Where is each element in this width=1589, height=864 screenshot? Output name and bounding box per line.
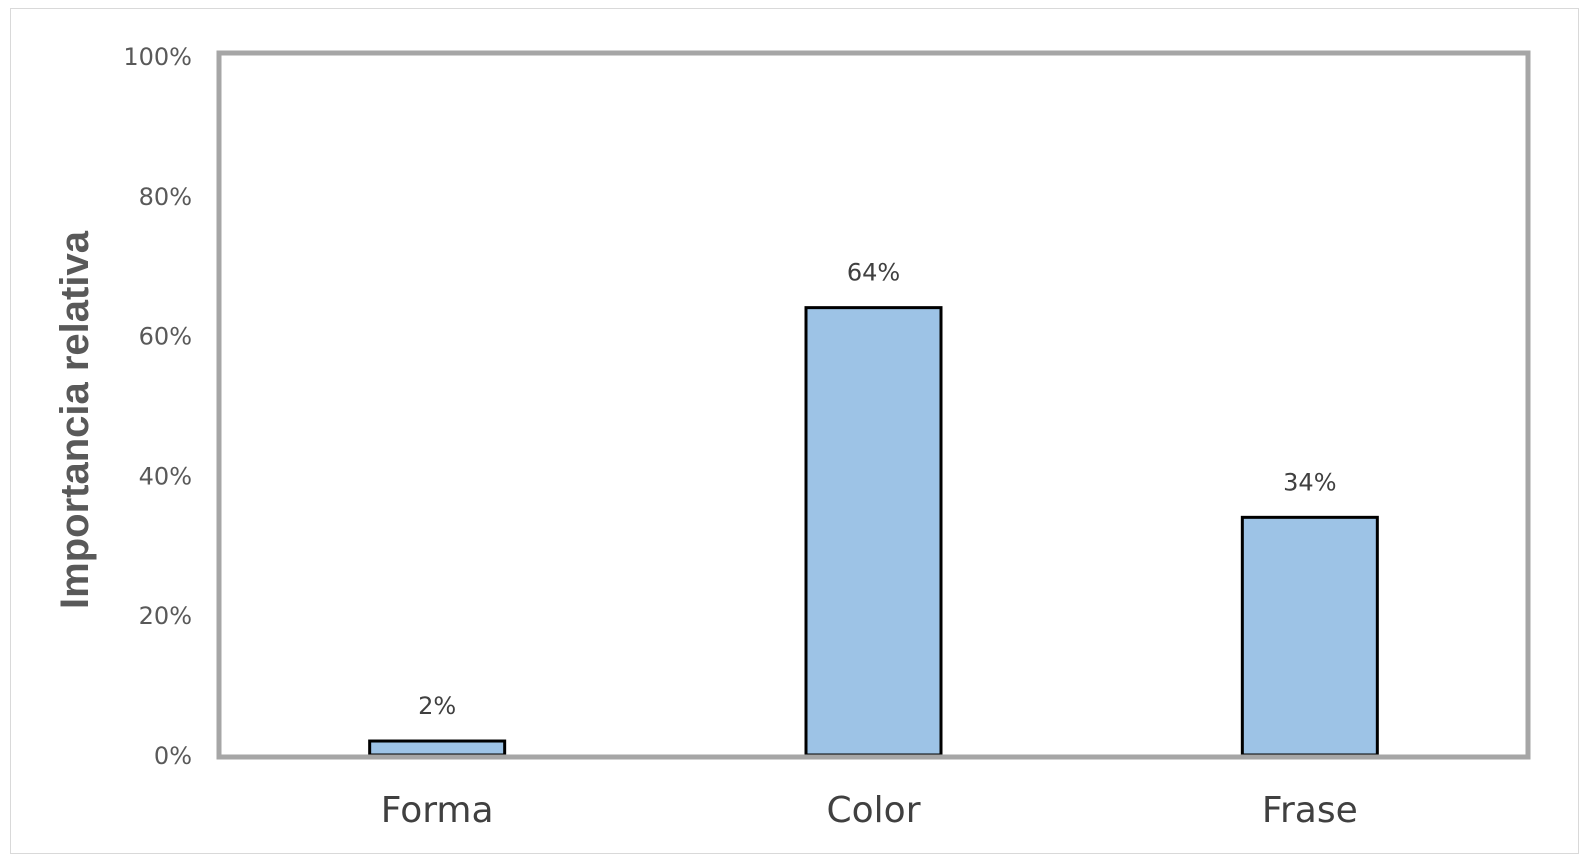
data-label-forma: 2% — [418, 692, 456, 720]
bar-frase — [1240, 515, 1379, 757]
bar-color — [804, 306, 943, 757]
data-label-color: 64% — [847, 259, 900, 287]
x-tick-label-forma: Forma — [381, 790, 494, 831]
y-tick-label: 100% — [123, 43, 192, 71]
x-tick-label-frase: Frase — [1262, 790, 1358, 831]
y-tick-label: 40% — [139, 462, 192, 490]
data-label-frase: 34% — [1283, 468, 1336, 496]
y-tick-label: 80% — [139, 183, 192, 211]
bar-forma — [368, 739, 507, 757]
y-axis-title: Importancia relativa — [53, 230, 97, 609]
x-axis-labels: Forma Color Frase — [381, 790, 1358, 831]
y-tick-label: 20% — [139, 602, 192, 630]
data-labels: 2% 64% 34% — [418, 259, 1336, 720]
x-tick-label-color: Color — [827, 790, 921, 831]
bars — [219, 306, 1528, 760]
y-tick-label: 60% — [139, 323, 192, 351]
y-axis-ticks: 0% 20% 40% 60% 80% 100% — [123, 43, 192, 770]
y-tick-label: 0% — [154, 742, 192, 770]
